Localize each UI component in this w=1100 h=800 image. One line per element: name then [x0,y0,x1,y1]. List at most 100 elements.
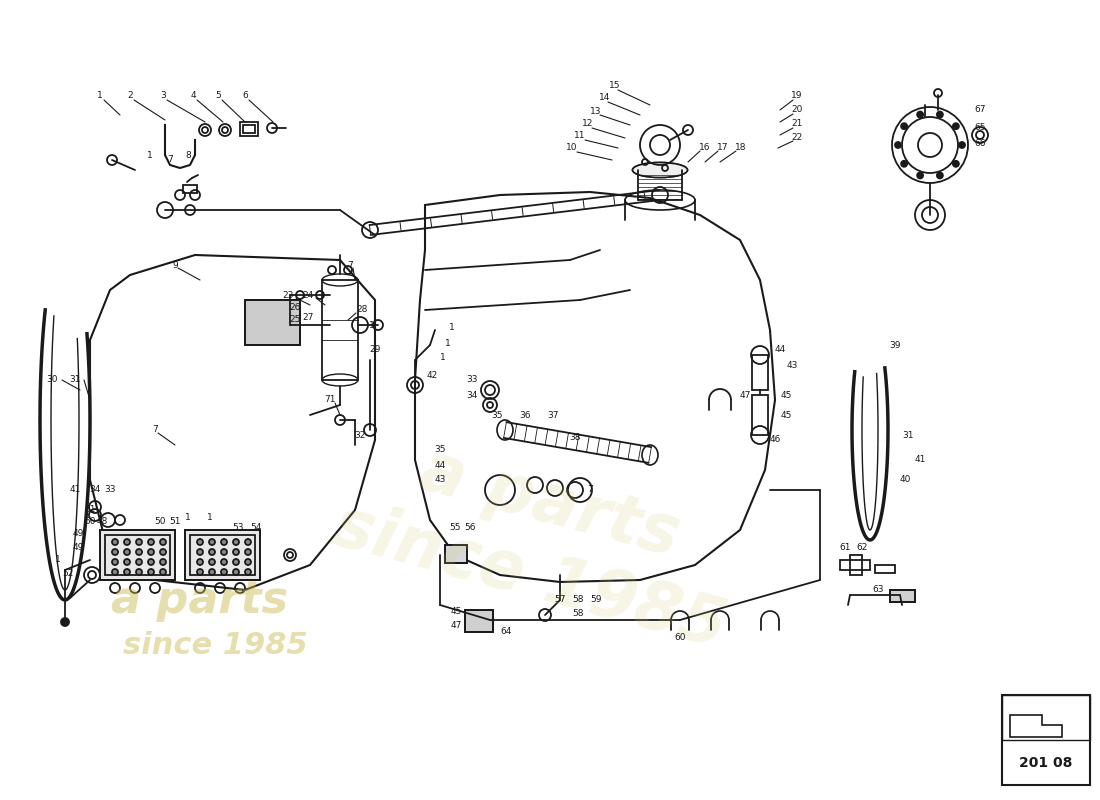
Text: 11: 11 [574,131,585,141]
Text: 47: 47 [450,621,462,630]
Text: 64: 64 [500,627,512,637]
Circle shape [112,559,118,565]
Text: 41: 41 [69,486,80,494]
Text: 62: 62 [856,543,868,553]
Text: 56: 56 [464,522,475,531]
Circle shape [124,559,130,565]
Circle shape [209,569,214,575]
Circle shape [148,539,154,545]
Circle shape [917,111,923,118]
Text: 38: 38 [570,434,581,442]
Text: 24: 24 [302,290,313,299]
Text: 61: 61 [839,543,850,553]
Bar [245,300,300,345]
Bar [465,610,493,632]
Circle shape [136,569,142,575]
Text: 32: 32 [354,430,365,439]
Bar [840,560,870,570]
Text: 49: 49 [73,543,84,553]
Text: 45: 45 [780,410,792,419]
Text: 46: 46 [769,435,781,445]
Text: 45: 45 [450,607,462,617]
Circle shape [221,549,227,555]
Bar [185,530,260,580]
Text: 10: 10 [566,143,578,153]
Bar [243,125,255,133]
Text: 7: 7 [587,486,593,494]
Text: 12: 12 [582,119,594,129]
Text: 37: 37 [548,410,559,419]
Circle shape [112,549,118,555]
Circle shape [221,539,227,545]
Text: 41: 41 [914,455,926,465]
Text: 2: 2 [128,90,133,99]
Circle shape [937,111,943,118]
Circle shape [197,569,204,575]
Text: 22: 22 [791,133,803,142]
Circle shape [124,549,130,555]
Text: 23: 23 [283,290,294,299]
Bar [446,545,468,563]
Text: 34: 34 [89,486,101,494]
Text: 1: 1 [147,150,153,159]
Text: 26: 26 [289,303,300,313]
Text: a parts
since 1985: a parts since 1985 [327,419,754,661]
Text: 5: 5 [216,90,221,99]
Text: 31: 31 [902,430,914,439]
Text: 30: 30 [46,375,57,385]
Bar [100,530,175,580]
Circle shape [160,559,166,565]
Text: 7: 7 [167,155,173,165]
Text: 51: 51 [85,506,96,514]
Text: 14: 14 [600,94,610,102]
Circle shape [245,559,251,565]
Text: 1: 1 [370,321,375,330]
Bar [100,530,175,580]
Text: 33: 33 [466,375,477,385]
Text: 47: 47 [739,390,750,399]
Text: 35: 35 [492,410,503,419]
Text: 8: 8 [185,150,191,159]
Bar [752,395,768,435]
Circle shape [148,569,154,575]
Circle shape [245,539,251,545]
Text: 43: 43 [434,475,446,485]
Bar [183,185,197,193]
Circle shape [895,142,901,148]
Text: 6: 6 [242,90,248,99]
Circle shape [901,161,908,167]
Text: 67: 67 [975,106,986,114]
Text: 1: 1 [446,338,451,347]
Text: 50: 50 [154,518,166,526]
Text: 39: 39 [889,341,901,350]
Text: 25: 25 [289,315,300,325]
Bar [240,122,258,136]
Text: 33: 33 [104,486,116,494]
Text: 3: 3 [161,90,166,99]
Text: 53: 53 [232,523,244,533]
Circle shape [233,559,239,565]
Text: 71: 71 [324,395,336,405]
Text: 29: 29 [370,346,381,354]
Circle shape [937,173,943,178]
Circle shape [160,549,166,555]
Circle shape [233,549,239,555]
Bar [465,610,493,632]
Bar [446,545,468,563]
Text: 28: 28 [356,306,367,314]
Text: 7: 7 [348,261,353,270]
Bar [245,300,300,345]
Circle shape [112,569,118,575]
Text: 45: 45 [780,390,792,399]
Text: 58: 58 [572,609,584,618]
Text: a parts: a parts [111,578,288,622]
Bar [1002,695,1090,740]
Circle shape [136,539,142,545]
Text: 1: 1 [97,90,103,99]
Text: 42: 42 [427,370,438,379]
Text: 52: 52 [63,569,74,578]
Text: 54: 54 [251,523,262,533]
Text: 9: 9 [172,261,178,270]
Circle shape [221,559,227,565]
Circle shape [245,549,251,555]
